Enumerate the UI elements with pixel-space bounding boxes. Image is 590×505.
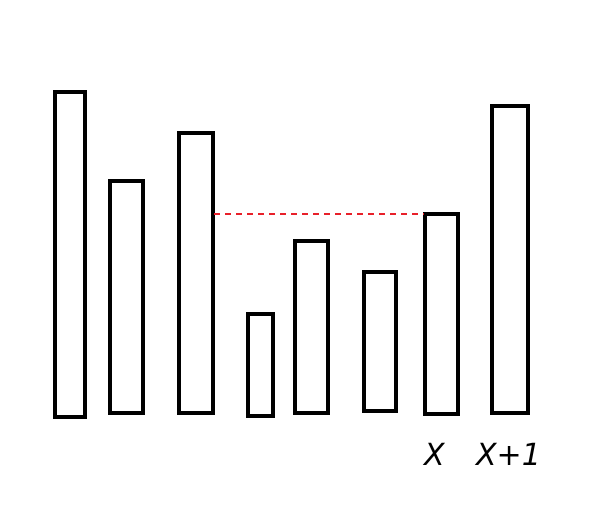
bar-5 [293,239,330,415]
label-x: X [422,438,446,473]
bar-7 [423,212,460,416]
bar-6 [362,270,398,413]
bar-1 [53,90,87,419]
label-x-plus-1: X+1 [474,438,541,473]
bars-group [53,90,530,419]
bar-4 [246,312,275,418]
bar-3 [177,131,215,415]
bar-2 [108,179,145,415]
bar-8 [490,104,530,415]
